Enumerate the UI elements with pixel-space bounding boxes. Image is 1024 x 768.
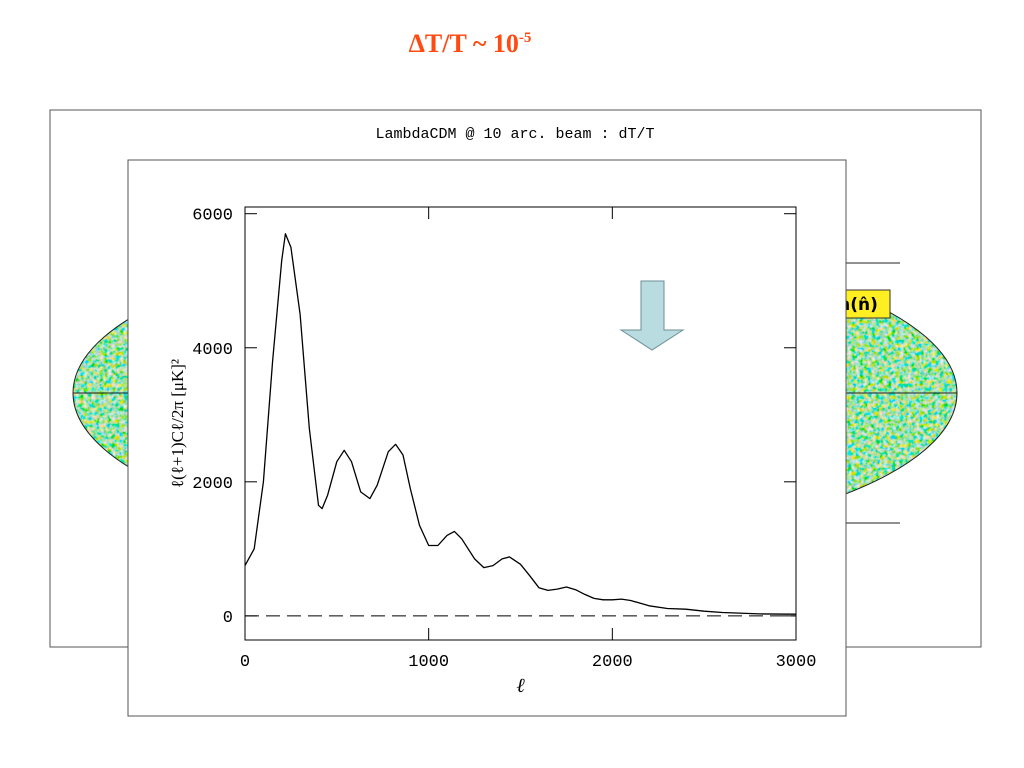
x-axis-label: ℓ (516, 675, 525, 697)
slide-title: ΔT/T ~ 10-5 (409, 29, 532, 58)
y-tick-label: 0 (223, 609, 233, 628)
y-tick-label: 2000 (192, 475, 233, 494)
plot-box (244, 206, 797, 641)
plot: 0 2000 4000 6000 0 1000 2000 3000 ℓ ℓ(ℓ+1)Cℓ/2π [… (168, 206, 817, 697)
map-title: LambdaCDM @ 10 arc. beam : dT/T (375, 126, 654, 143)
x-tick-label: 0 (240, 653, 250, 672)
spectrum-line (244, 233, 797, 615)
y-tick-label: 6000 (192, 207, 233, 226)
y-tick-label: 4000 (192, 341, 233, 360)
y-axis-label: ℓ(ℓ+1)Cℓ/2π [μK]² (168, 359, 187, 488)
map-label: n(n̂) (838, 295, 878, 315)
down-arrow (619, 280, 685, 351)
chart-frame (127, 159, 847, 717)
title-text: ΔT/T ~ 10 (409, 29, 519, 58)
title-exponent: -5 (519, 30, 532, 46)
x-tick-label: 2000 (592, 653, 633, 672)
x-tick-label: 1000 (408, 653, 449, 672)
x-tick-label: 3000 (776, 653, 817, 672)
